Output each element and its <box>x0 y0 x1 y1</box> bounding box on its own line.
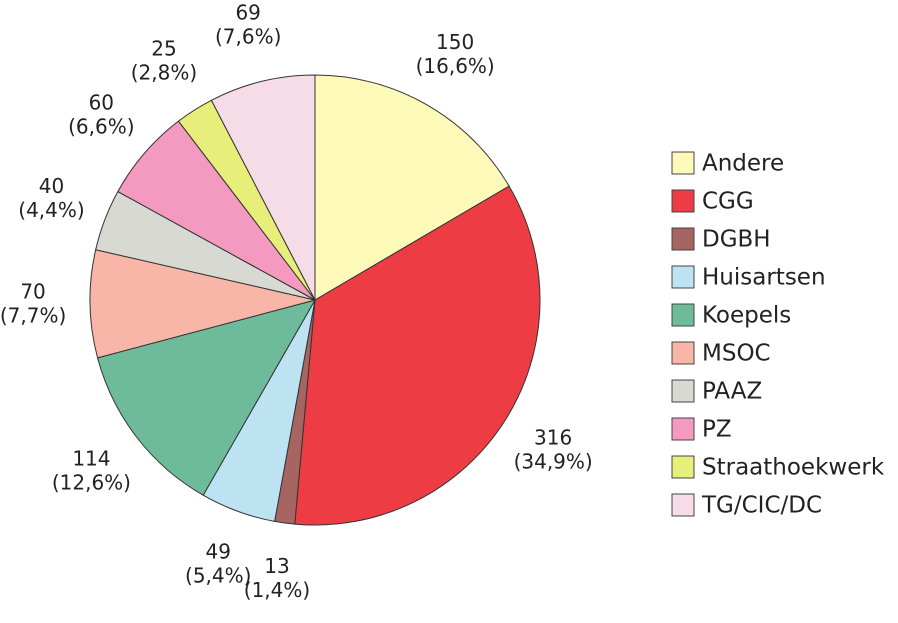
pie-slice <box>294 185 541 526</box>
pie-slice <box>314 74 510 301</box>
legend-swatch <box>671 379 695 403</box>
percent-label: (34,9%) <box>514 450 593 474</box>
percent-label: (6,6%) <box>68 115 134 139</box>
legend-label: PAAZ <box>702 379 762 405</box>
pie-slice <box>89 249 316 359</box>
percent-label: (12,6%) <box>52 470 131 494</box>
legend-swatch <box>671 189 695 213</box>
percent-label: (16,6%) <box>416 54 495 78</box>
value-label: 150 <box>436 30 474 54</box>
legend-swatch <box>671 493 695 517</box>
percent-label: (1,4%) <box>244 578 310 602</box>
legend-label: Huisartsen <box>702 265 826 291</box>
legend-swatch <box>671 227 695 251</box>
legend-label: TG/CIC/DC <box>701 493 822 519</box>
legend-swatch <box>671 265 695 289</box>
value-label: 70 <box>20 279 45 303</box>
value-label: 25 <box>151 36 176 60</box>
value-label: 49 <box>206 539 231 563</box>
value-label: 69 <box>235 1 260 25</box>
value-label: 114 <box>72 446 110 470</box>
legend-label: Koepels <box>702 303 791 329</box>
percent-label: (5,4%) <box>185 563 251 587</box>
legend-label: Andere <box>702 151 784 177</box>
legend-swatch <box>671 417 695 441</box>
pie-slice <box>210 74 316 301</box>
legend-swatch <box>671 341 695 365</box>
legend-label: PZ <box>702 417 732 443</box>
legend-label: DGBH <box>702 227 771 253</box>
percent-label: (2,8%) <box>131 60 197 84</box>
percent-label: (7,7%) <box>0 303 66 327</box>
value-label: 13 <box>264 554 289 578</box>
percent-label: (7,6%) <box>215 25 281 49</box>
value-label: 316 <box>534 426 572 450</box>
legend-swatch <box>671 151 695 175</box>
legend-label: Straathoekwerk <box>702 455 885 481</box>
value-label: 60 <box>89 91 114 115</box>
legend-swatch <box>671 303 695 327</box>
legend-swatch <box>671 455 695 479</box>
legend-label: MSOC <box>702 341 771 367</box>
value-label: 40 <box>39 174 64 198</box>
legend-label: CGG <box>702 189 754 215</box>
pie-slice <box>96 299 317 496</box>
percent-label: (4,4%) <box>18 198 84 222</box>
